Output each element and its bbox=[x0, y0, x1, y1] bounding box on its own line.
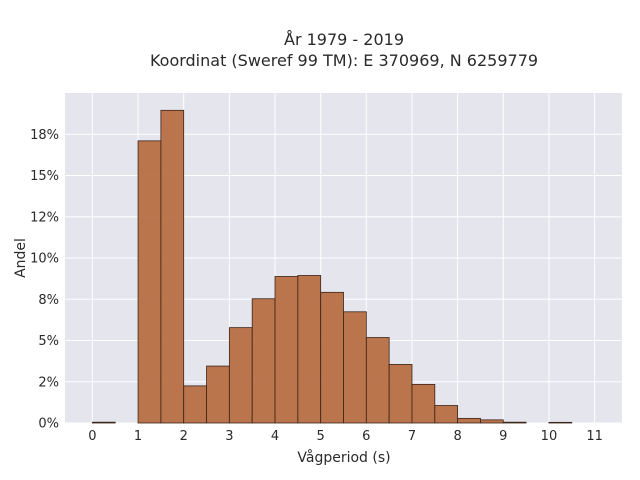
histogram-bar bbox=[320, 291, 344, 424]
y-tick-label: 15% bbox=[30, 169, 59, 184]
histogram-bar bbox=[160, 109, 185, 424]
y-axis-label: Andel bbox=[13, 238, 29, 278]
x-tick-label: 4 bbox=[271, 429, 279, 444]
y-tick-label: 2% bbox=[38, 375, 59, 390]
histogram-bar bbox=[228, 327, 253, 424]
histogram-bar bbox=[274, 276, 299, 424]
y-tick-label: 12% bbox=[30, 210, 59, 225]
x-tick-label: 10 bbox=[541, 429, 558, 444]
chart-title-line-2: Koordinat (Sweref 99 TM): E 370969, N 62… bbox=[150, 51, 538, 70]
y-tick-label: 18% bbox=[30, 128, 59, 143]
x-tick-label: 9 bbox=[499, 429, 507, 444]
x-axis-label: Vågperiod (s) bbox=[297, 449, 390, 466]
y-tick-label: 8% bbox=[38, 293, 59, 308]
y-tick-label: 0% bbox=[38, 417, 59, 432]
histogram-bar bbox=[206, 365, 230, 424]
chart-title-line-1: År 1979 - 2019 bbox=[284, 30, 404, 49]
x-tick-label: 8 bbox=[453, 429, 461, 444]
x-tick-label: 2 bbox=[180, 429, 188, 444]
x-tick-label: 6 bbox=[362, 429, 370, 444]
histogram-bar bbox=[434, 405, 459, 424]
histogram-bar bbox=[411, 383, 436, 424]
histogram-bar bbox=[91, 421, 116, 424]
histogram-bar bbox=[251, 298, 276, 424]
bars bbox=[91, 109, 573, 424]
histogram-bar bbox=[365, 337, 390, 424]
x-tick-label: 3 bbox=[225, 429, 233, 444]
x-tick-label: 5 bbox=[317, 429, 325, 444]
y-tick-label: 10% bbox=[30, 252, 59, 267]
x-tick-label: 1 bbox=[134, 429, 142, 444]
histogram-bar bbox=[137, 140, 162, 424]
x-tick-label: 11 bbox=[586, 429, 603, 444]
y-tick-label: 5% bbox=[38, 334, 59, 349]
histogram-bar bbox=[297, 275, 322, 424]
x-tick-label: 0 bbox=[88, 429, 96, 444]
histogram-bar bbox=[480, 419, 504, 424]
histogram-bar bbox=[388, 364, 413, 424]
histogram-bar bbox=[548, 421, 573, 424]
x-tick-label: 7 bbox=[408, 429, 416, 444]
histogram-bar bbox=[183, 385, 207, 424]
histogram-bar bbox=[457, 417, 481, 424]
x-tick-labels: 0 1 2 3 4 5 6 7 8 9 10 11 bbox=[88, 429, 603, 444]
histogram-bar bbox=[502, 421, 527, 424]
y-tick-labels: 0% 2% 5% 8% 10% 12% 15% 18% bbox=[30, 128, 59, 432]
histogram-bar bbox=[343, 311, 367, 424]
